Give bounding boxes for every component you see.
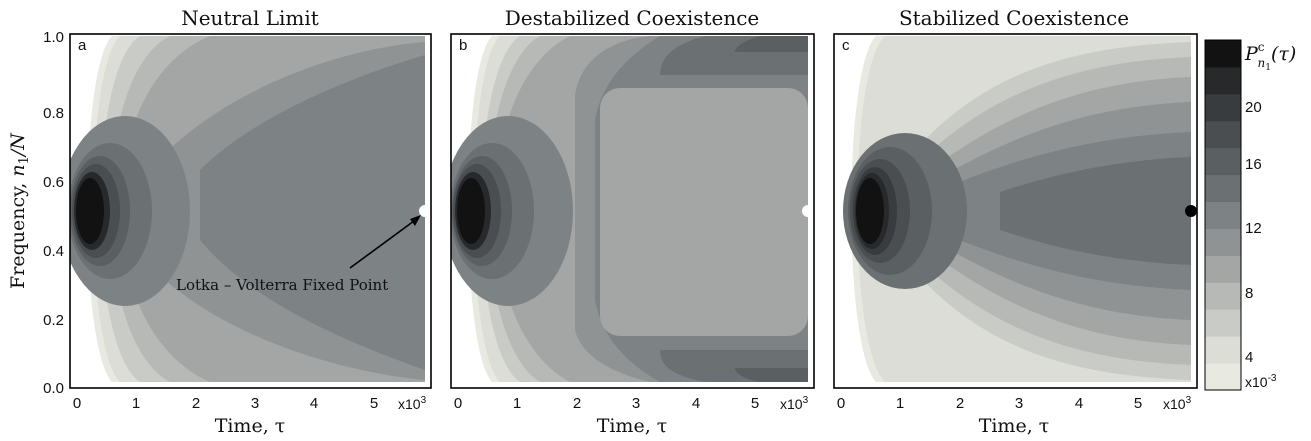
panel-a-x-label: Time, τ: [215, 415, 286, 437]
y-ticks: 0.0 0.2 0.4 0.6 0.8 1.0: [43, 29, 64, 397]
y-tick-0: 0.0: [43, 380, 64, 397]
panel-a-letter: a: [78, 37, 87, 54]
colorbar-swatch: [1205, 174, 1241, 203]
colorbar-swatch: [1205, 228, 1241, 256]
panel-b-fixed-point: [802, 205, 814, 217]
panel-a-band-6: [200, 55, 425, 370]
panel-a-x-tick-2: 2: [192, 395, 200, 412]
panel-a-title: Neutral Limit: [181, 6, 319, 30]
panel-c-x-tick-4: 4: [1075, 395, 1083, 412]
panel-c-x-tick-1: 1: [896, 395, 904, 412]
colorbar-swatch: [1205, 66, 1241, 95]
panel-c-title: Stabilized Coexistence: [899, 6, 1129, 30]
panel-a-x-tick-5: 5: [370, 395, 378, 412]
colorbar-multiplier: x10-3: [1245, 373, 1277, 390]
panel-b-letter: b: [459, 37, 467, 54]
colorbar-tick-20: 20: [1245, 99, 1262, 116]
colorbar-swatch: [1205, 309, 1241, 337]
colorbar-tick-12: 12: [1245, 220, 1262, 237]
panel-b-x-tick-3: 3: [632, 395, 640, 412]
panel-c-letter: c: [842, 37, 850, 54]
panel-a-x-tick-3: 3: [251, 395, 259, 412]
colorbar-tick-4: 4: [1245, 349, 1253, 366]
panel-b-x-tick-0: 0: [454, 395, 462, 412]
colorbar-label: Pc n1(τ): [1244, 40, 1296, 73]
colorbar-swatch: [1205, 201, 1241, 229]
panel-a-fixed-point: [419, 205, 431, 217]
panel-a-frame: [69, 33, 432, 389]
panel-b-x-multiplier: x103: [780, 395, 809, 412]
panel-c-band-13: [856, 178, 884, 244]
panel-a-plot: [70, 34, 431, 388]
annotation-text: Lotka – Volterra Fixed Point: [176, 276, 388, 294]
panel-c-x-multiplier: x103: [1163, 395, 1192, 412]
panel-a-x-ticks: 0 1 2 3 4 5: [73, 395, 378, 412]
panel-b-title: Destabilized Coexistence: [505, 6, 760, 30]
panel-b-band-9: [735, 368, 808, 382]
y-tick-2: 0.4: [43, 243, 64, 260]
panel-a-band-12: [76, 178, 104, 244]
y-tick-5: 1.0: [43, 29, 64, 46]
panel-b-x-tick-5: 5: [751, 395, 759, 412]
panel-a-x-tick-0: 0: [73, 395, 81, 412]
panel-a-x-multiplier: x103: [398, 395, 427, 412]
colorbar-swatch: [1205, 336, 1241, 364]
y-axis-label: Frequency, n1/N: [7, 132, 32, 289]
panel-b-frame: [450, 33, 815, 389]
panel-c-fixed-point: [1185, 205, 1197, 217]
panel-c-x-tick-5: 5: [1134, 395, 1142, 412]
colorbar-swatch: [1205, 93, 1241, 122]
y-tick-3: 0.6: [43, 174, 64, 191]
panel-b-band-10: [735, 36, 808, 52]
colorbar-swatch: [1205, 282, 1241, 310]
panel-b-band-16: [457, 178, 485, 244]
panel-b-x-label: Time, τ: [597, 415, 668, 437]
colorbar-ticks: 4 8 12 16 20: [1245, 99, 1262, 366]
annotation-arrow: [349, 217, 419, 269]
y-tick-4: 0.8: [43, 105, 64, 122]
colorbar-tick-16: 16: [1245, 156, 1262, 173]
panel-c-plot: [834, 34, 1197, 388]
panel-a-x-tick-1: 1: [132, 395, 140, 412]
colorbar-swatch: [1205, 120, 1241, 149]
colorbar-frame: [1204, 39, 1242, 391]
panel-a-x-tick-4: 4: [310, 395, 318, 412]
colorbar-swatch: [1205, 147, 1241, 176]
panel-c-x-ticks: 0 1 2 3 4 5: [837, 395, 1142, 412]
panel-b-x-tick-2: 2: [573, 395, 581, 412]
panel-b-x-tick-1: 1: [513, 395, 521, 412]
panel-c-x-tick-0: 0: [837, 395, 845, 412]
colorbar-tick-8: 8: [1245, 285, 1253, 302]
panel-c-band-7: [1000, 157, 1191, 265]
panel-b-plot: [451, 34, 814, 388]
annotation-arrowhead: [410, 215, 421, 226]
panel-c-x-tick-3: 3: [1015, 395, 1023, 412]
colorbar: [1205, 40, 1241, 391]
colorbar-swatch: [1205, 40, 1241, 68]
colorbar-swatch: [1205, 255, 1241, 283]
colorbar-swatch: [1205, 363, 1241, 391]
y-tick-1: 0.2: [43, 312, 64, 329]
panel-b-center-plateau: [600, 88, 808, 336]
panel-c-x-tick-2: 2: [956, 395, 964, 412]
panel-c-frame: [833, 33, 1198, 389]
panel-b-x-ticks: 0 1 2 3 4 5: [454, 395, 759, 412]
panel-c-x-label: Time, τ: [979, 415, 1050, 437]
panel-b-x-tick-4: 4: [692, 395, 700, 412]
